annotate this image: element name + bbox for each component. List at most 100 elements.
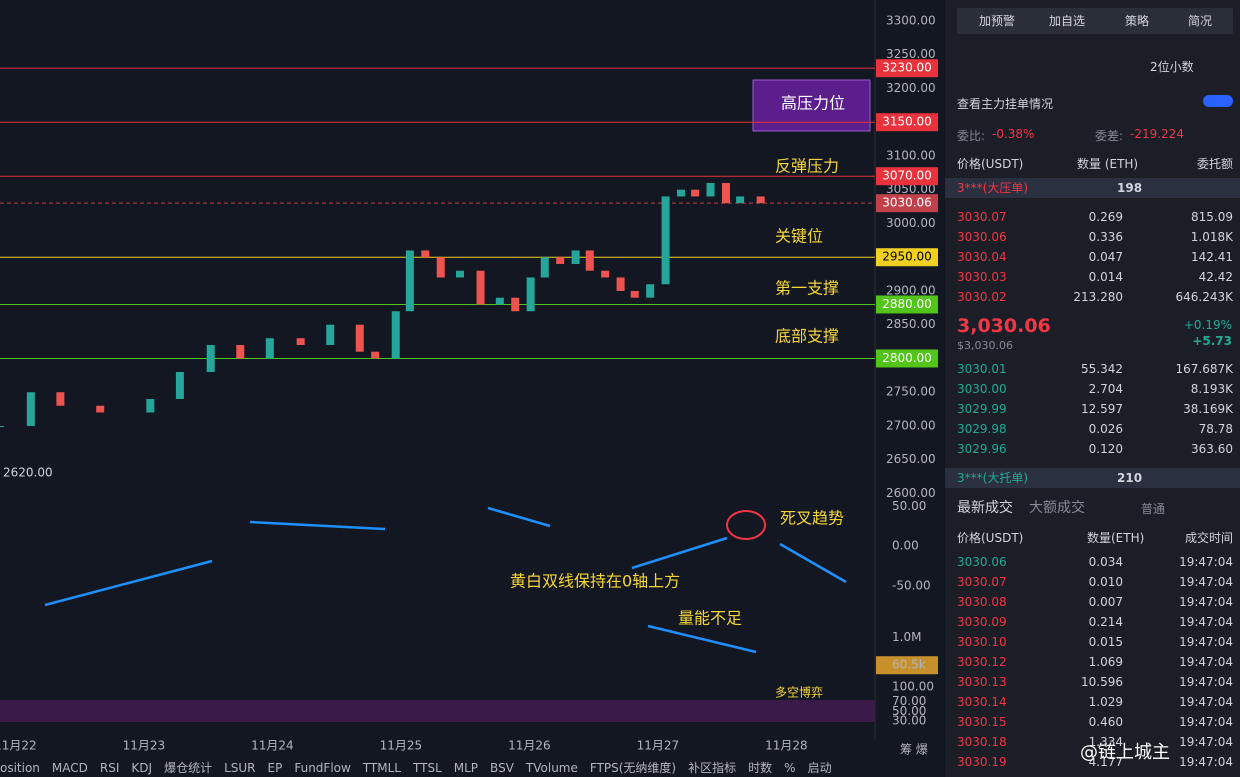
cell: 19:47:04 (1179, 615, 1233, 629)
indicator-tab[interactable]: osition (0, 761, 40, 775)
cell: 19:47:04 (1179, 755, 1233, 769)
level-label: 2950.00 (882, 250, 932, 264)
candle (706, 182, 715, 197)
cell: 19:47:04 (1179, 575, 1233, 589)
indicator-tab[interactable]: BSV (490, 761, 514, 775)
button[interactable]: 加预警 (957, 8, 1037, 34)
button[interactable]: 加自选 (1027, 8, 1107, 34)
row: 3030.07 0.010 19:47:04 (957, 572, 1233, 592)
cell: 0.034 (1088, 555, 1123, 569)
toolbar-text: 筹 爆 (900, 743, 928, 757)
watermark: @链上城主 (1080, 742, 1170, 763)
low-label: 2620.00 (3, 466, 53, 480)
tab[interactable]: 大额成交 (1029, 500, 1085, 516)
row: 3030.19 4.177 19:47:04 (957, 752, 1233, 772)
indicator-tab[interactable]: 补区指标 (688, 761, 737, 775)
indicator-tab[interactable]: % (784, 761, 796, 775)
circle (726, 510, 766, 540)
cell: 19:47:04 (1179, 555, 1233, 569)
header: 价格(USDT) (957, 531, 1024, 545)
cell: 0.269 (1088, 210, 1123, 224)
candle (421, 250, 430, 258)
big-bid-qty: 210 (1117, 471, 1143, 485)
cell: 55.342 (1081, 362, 1123, 376)
indicator-tab[interactable]: MACD (51, 761, 88, 775)
cell: 3030.09 (957, 615, 1007, 629)
indicator-tab[interactable]: MLP (453, 761, 479, 775)
indicator-tab[interactable]: FundFlow (294, 761, 351, 775)
last-volume: 60.5k (892, 658, 926, 672)
indicator-tab[interactable]: 时数 (748, 761, 773, 775)
candle (146, 398, 155, 413)
tab[interactable]: 最新成交 (957, 500, 1013, 516)
arrows (44, 506, 847, 654)
x-tick-label: 11月28 (765, 739, 808, 753)
y-tick-label: 3000.00 (886, 216, 936, 230)
candle (476, 270, 485, 305)
candle (511, 297, 520, 312)
cell: 3030.00 (957, 382, 1007, 396)
button[interactable]: 简况 (1167, 8, 1233, 34)
row: 3030.08 0.007 19:47:04 (957, 592, 1233, 612)
y-tick-label: -50.00 (892, 578, 931, 592)
indicator-tab[interactable]: TTMLL (362, 761, 401, 775)
candle (601, 270, 610, 278)
cell: 19:47:04 (1179, 735, 1233, 749)
candle (571, 250, 580, 264)
y-tick-label: 3100.00 (886, 148, 936, 162)
annotation: 底部支撑 (775, 327, 839, 346)
candle (56, 392, 65, 406)
candle (436, 257, 445, 278)
indicator-tab[interactable]: 爆仓统计 (164, 761, 213, 775)
checkbox[interactable]: 普通 (1141, 502, 1166, 516)
level-label: 3150.00 (882, 115, 932, 129)
row: 3030.09 0.214 19:47:04 (957, 612, 1233, 632)
row: 3030.07 0.269 815.09 (957, 207, 1233, 227)
indicator-tab[interactable]: LSUR (224, 761, 256, 775)
x-tick-label: 11月26 (508, 739, 551, 753)
cell: 3030.06 (957, 555, 1007, 569)
row: 3030.12 1.069 19:47:04 (957, 652, 1233, 672)
main-orders[interactable]: 查看主力挂单情况 (957, 97, 1054, 111)
indicator-tab[interactable]: RSI (99, 761, 120, 775)
indicator-tab[interactable]: TTSL (413, 761, 442, 775)
candle (585, 250, 594, 271)
cell: 19:47:04 (1179, 635, 1233, 649)
cell: 3030.12 (957, 655, 1007, 669)
indicator-tab[interactable]: FTPS(无纳维度) (589, 761, 677, 775)
rsi-band (0, 700, 875, 722)
y-tick-label: 3250.00 (886, 47, 936, 61)
indicator-tab[interactable]: EP (267, 761, 283, 775)
cell: 19:47:04 (1179, 715, 1233, 729)
row: 3030.04 0.047 142.41 (957, 247, 1233, 267)
cell: 363.60 (1191, 442, 1233, 456)
candle (646, 284, 655, 298)
indicator-tab[interactable]: TVolume (525, 761, 578, 775)
annotation: 反弹压力 (775, 157, 839, 176)
y-tick-label: 2850.00 (886, 317, 936, 331)
toggle[interactable] (1203, 95, 1233, 107)
candle (296, 338, 305, 345)
candle (556, 257, 565, 264)
cell: 3030.07 (957, 575, 1007, 589)
cell: 3029.98 (957, 422, 1007, 436)
ratio: -0.38% (992, 127, 1035, 141)
header: 委托额 (1196, 157, 1233, 171)
cell: 0.214 (1088, 615, 1123, 629)
diff: -219.224 (1130, 127, 1184, 141)
candle (540, 257, 549, 278)
cell: 142.41 (1191, 250, 1233, 264)
indicator-tab[interactable]: KDJ (131, 761, 153, 775)
candle (405, 250, 414, 312)
cell: 213.280 (1073, 290, 1123, 304)
y-tick-label: 2750.00 (886, 385, 936, 399)
cell: 815.09 (1191, 210, 1233, 224)
y-tick-label: 2900.00 (886, 283, 936, 297)
cell: 0.014 (1088, 270, 1123, 284)
cell: 3029.96 (957, 442, 1007, 456)
last-volume-box (876, 656, 938, 675)
candle (676, 189, 685, 197)
indicator-tab[interactable]: 启动 (807, 761, 832, 775)
button[interactable]: 策略 (1097, 8, 1177, 34)
decimals[interactable]: 2位小数 (1150, 60, 1194, 74)
